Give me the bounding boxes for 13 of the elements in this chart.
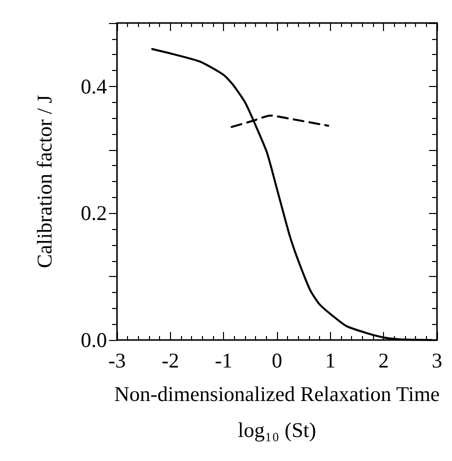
line-series	[230, 114, 330, 128]
x-tick-label: -2	[162, 348, 180, 372]
x-tick-label: 2	[378, 348, 389, 372]
y-axis-title: Calibration factor / J	[32, 94, 56, 268]
y-tick-label: 0.4	[80, 74, 108, 98]
x-tick-label: -1	[214, 348, 232, 372]
x-tick-label: 3	[432, 348, 442, 372]
x-tick-label: 1	[325, 348, 336, 372]
y-tick-label: 0.0	[80, 328, 107, 352]
x-tick-label: -3	[108, 348, 126, 372]
y-tick-label: 0.2	[80, 201, 107, 226]
x-tick-label: 0	[272, 348, 282, 372]
x-axis-title: Non-dimensionalized Relaxation Time log₁₀ (St)	[114, 382, 440, 442]
